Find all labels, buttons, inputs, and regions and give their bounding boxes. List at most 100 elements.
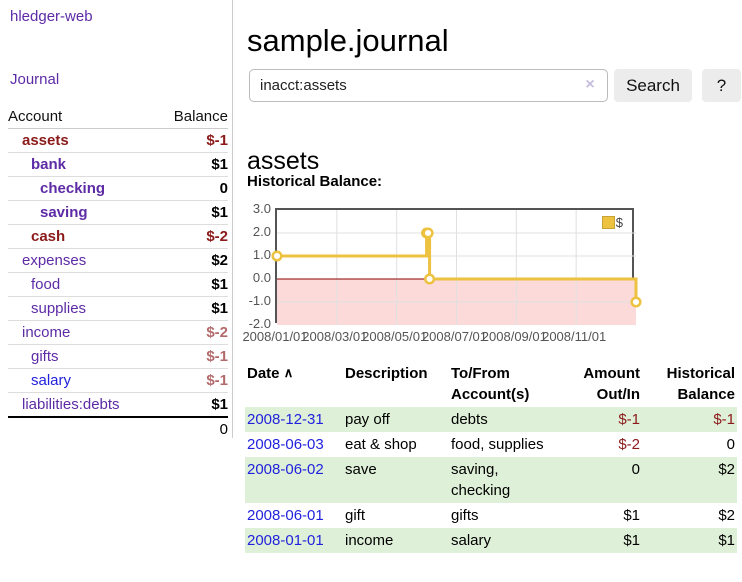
spacer xyxy=(8,417,156,441)
account-name-cell: saving xyxy=(8,201,156,225)
account-balance: $-2 xyxy=(156,225,228,249)
chart-canvas xyxy=(277,210,636,325)
account-link[interactable]: salary xyxy=(31,372,71,389)
description-cell: save xyxy=(343,457,449,503)
account-row: assets$-1 xyxy=(8,129,228,153)
account-balance: $2 xyxy=(156,249,228,273)
col-header-accounts: To/From Account(s) xyxy=(449,361,557,407)
accounts-cell: food, supplies xyxy=(449,432,557,457)
account-row: liabilities:debts $1 xyxy=(8,393,228,418)
amount-cell: $-1 xyxy=(557,407,642,432)
accounts-col-account: Account xyxy=(8,106,156,129)
account-row: cash $-2 xyxy=(8,225,228,249)
balance-cell: $2 xyxy=(642,503,737,528)
account-link[interactable]: income xyxy=(22,324,70,341)
table-row: 2008-01-01incomesalary$1$1 xyxy=(245,528,737,553)
page-title: sample.journal xyxy=(247,23,449,59)
date-cell: 2008-06-02 xyxy=(245,457,343,503)
legend-swatch xyxy=(602,216,615,229)
date-link[interactable]: 2008-12-31 xyxy=(247,411,324,428)
account-row: saving $1 xyxy=(8,201,228,225)
account-balance: $1 xyxy=(156,201,228,225)
data-point-marker xyxy=(632,298,641,307)
y-tick-label: 1.0 xyxy=(245,247,271,262)
account-row: food $1 xyxy=(8,273,228,297)
account-balance: $1 xyxy=(156,153,228,177)
col-header-date[interactable]: Date ∧ xyxy=(245,361,343,407)
accounts-cell: salary xyxy=(449,528,557,553)
accounts-cell: debts xyxy=(449,407,557,432)
account-link[interactable]: cash xyxy=(31,228,65,245)
balance-cell: $2 xyxy=(642,457,737,503)
data-point-marker xyxy=(425,275,434,284)
date-cell: 2008-06-03 xyxy=(245,432,343,457)
date-cell: 2008-01-01 xyxy=(245,528,343,553)
table-row: 2008-06-03eat & shopfood, supplies$-20 xyxy=(245,432,737,457)
description-cell: gift xyxy=(343,503,449,528)
account-name-cell: expenses xyxy=(8,249,156,273)
balance-chart: $ 3.02.01.00.0-1.0-2.02008/01/012008/03/… xyxy=(245,201,742,346)
account-name-cell: supplies xyxy=(8,297,156,321)
account-link[interactable]: supplies xyxy=(31,300,86,317)
account-balance: $-1 xyxy=(156,369,228,393)
account-name-cell: liabilities:debts xyxy=(8,393,156,418)
chart-legend: $ xyxy=(602,215,623,230)
account-row: checking 0 xyxy=(8,177,228,201)
account-heading: assets xyxy=(247,147,319,176)
y-tick-label: -1.0 xyxy=(245,293,271,308)
help-button[interactable]: ? xyxy=(702,69,741,102)
main-content: sample.journal × Search ? assets Histori… xyxy=(245,0,742,582)
account-name-cell: checking xyxy=(8,177,156,201)
balance-cell: $1 xyxy=(642,528,737,553)
amount-cell: $1 xyxy=(557,503,642,528)
table-row: 2008-12-31pay offdebts$-1$-1 xyxy=(245,407,737,432)
search-input[interactable] xyxy=(249,69,608,102)
sidebar-item-journal[interactable]: Journal xyxy=(10,71,59,88)
account-link[interactable]: liabilities:debts xyxy=(22,396,120,413)
account-link[interactable]: food xyxy=(31,276,60,293)
account-row: salary $-1 xyxy=(8,369,228,393)
account-link[interactable]: bank xyxy=(31,156,66,173)
register-table: Date ∧ Description To/From Account(s) Am… xyxy=(245,361,737,553)
accounts-col-balance: Balance xyxy=(156,106,228,129)
account-row: supplies $1 xyxy=(8,297,228,321)
search-form: × Search ? xyxy=(245,69,742,102)
account-balance: $1 xyxy=(156,273,228,297)
description-cell: income xyxy=(343,528,449,553)
account-balance: $1 xyxy=(156,393,228,418)
account-link[interactable]: assets xyxy=(22,132,69,149)
brand-link[interactable]: hledger-web xyxy=(10,8,93,25)
legend-label: $ xyxy=(616,215,623,230)
clear-search-icon[interactable]: × xyxy=(581,76,599,94)
accounts-header-row: Account Balance xyxy=(8,106,228,129)
account-balance: $-2 xyxy=(156,321,228,345)
account-row: expenses $2 xyxy=(8,249,228,273)
account-balance: $1 xyxy=(156,297,228,321)
y-tick-label: 3.0 xyxy=(245,201,271,216)
date-link[interactable]: 2008-06-02 xyxy=(247,461,324,478)
data-point-marker xyxy=(424,229,433,238)
amount-cell: $-2 xyxy=(557,432,642,457)
account-link[interactable]: gifts xyxy=(31,348,59,365)
account-link[interactable]: expenses xyxy=(22,252,86,269)
account-link[interactable]: saving xyxy=(40,204,88,221)
account-link[interactable]: checking xyxy=(40,180,105,197)
account-row: gifts $-1 xyxy=(8,345,228,369)
account-name-cell: gifts xyxy=(8,345,156,369)
accounts-total-value: 0 xyxy=(156,417,228,441)
account-balance: $-1 xyxy=(156,345,228,369)
sidebar-accounts-body: assets$-1bank$1checking0saving$1cash$-2e… xyxy=(8,129,228,418)
sort-asc-icon: ∧ xyxy=(284,365,294,380)
date-link[interactable]: 2008-01-01 xyxy=(247,532,324,549)
accounts-cell: gifts xyxy=(449,503,557,528)
date-link[interactable]: 2008-06-03 xyxy=(247,436,324,453)
table-row: 2008-06-02savesaving, checking0$2 xyxy=(245,457,737,503)
col-header-description: Description xyxy=(343,361,449,407)
account-name-cell: food xyxy=(8,273,156,297)
date-link[interactable]: 2008-06-01 xyxy=(247,507,324,524)
amount-cell: 0 xyxy=(557,457,642,503)
balance-cell: $-1 xyxy=(642,407,737,432)
account-balance: 0 xyxy=(156,177,228,201)
amount-cell: $1 xyxy=(557,528,642,553)
search-button[interactable]: Search xyxy=(614,69,692,102)
